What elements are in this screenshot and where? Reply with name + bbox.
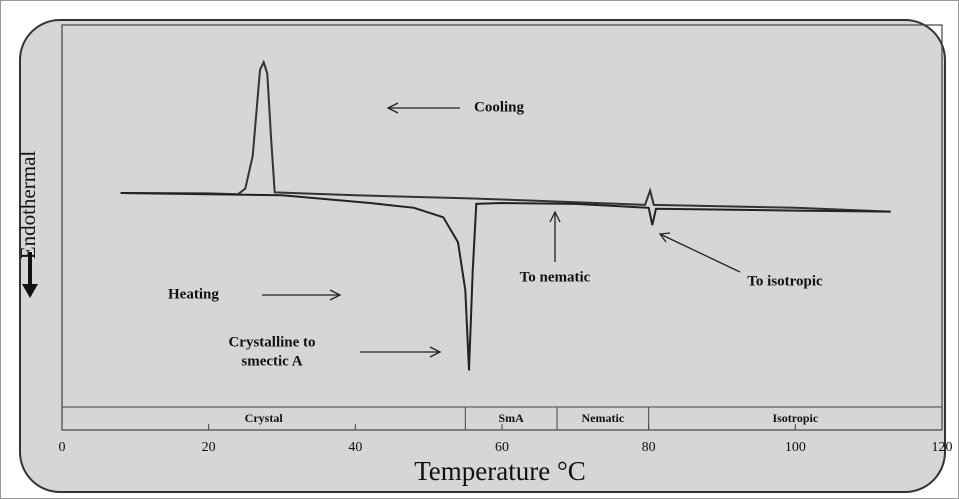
y-axis-label: Endothermal — [16, 151, 40, 260]
crystalline-label: smectic A — [241, 353, 302, 369]
crystalline-label: Crystalline to — [228, 334, 315, 350]
heating-arrow — [262, 289, 342, 301]
x-tick-label: 20 — [202, 440, 216, 455]
isotropic-arrow — [658, 232, 741, 273]
x-tick-label: 40 — [348, 440, 362, 455]
series-line — [120, 192, 891, 371]
x-tick-label: 60 — [495, 440, 509, 455]
cooling-label: Cooling — [474, 99, 525, 115]
series-line — [120, 59, 891, 213]
isotropic-label: To isotropic — [747, 273, 823, 289]
nematic-arrow — [549, 210, 561, 262]
phase-label: SmA — [498, 411, 524, 425]
phase-label: Crystal — [245, 411, 284, 425]
x-tick-label: 120 — [932, 440, 953, 455]
crystalline-arrow — [360, 346, 442, 358]
x-tick-label: 80 — [642, 440, 656, 455]
heating-label: Heating — [168, 286, 219, 302]
x-axis-label: Temperature °C — [414, 456, 586, 486]
x-tick-label: 100 — [785, 440, 806, 455]
panel — [19, 19, 946, 493]
cooling-arrow — [386, 102, 460, 114]
phase-label: Isotropic — [772, 411, 818, 425]
down-arrow-head — [22, 284, 38, 298]
nematic-label: To nematic — [520, 269, 591, 285]
phase-label: Nematic — [582, 411, 625, 425]
x-tick-label: 0 — [59, 440, 66, 455]
